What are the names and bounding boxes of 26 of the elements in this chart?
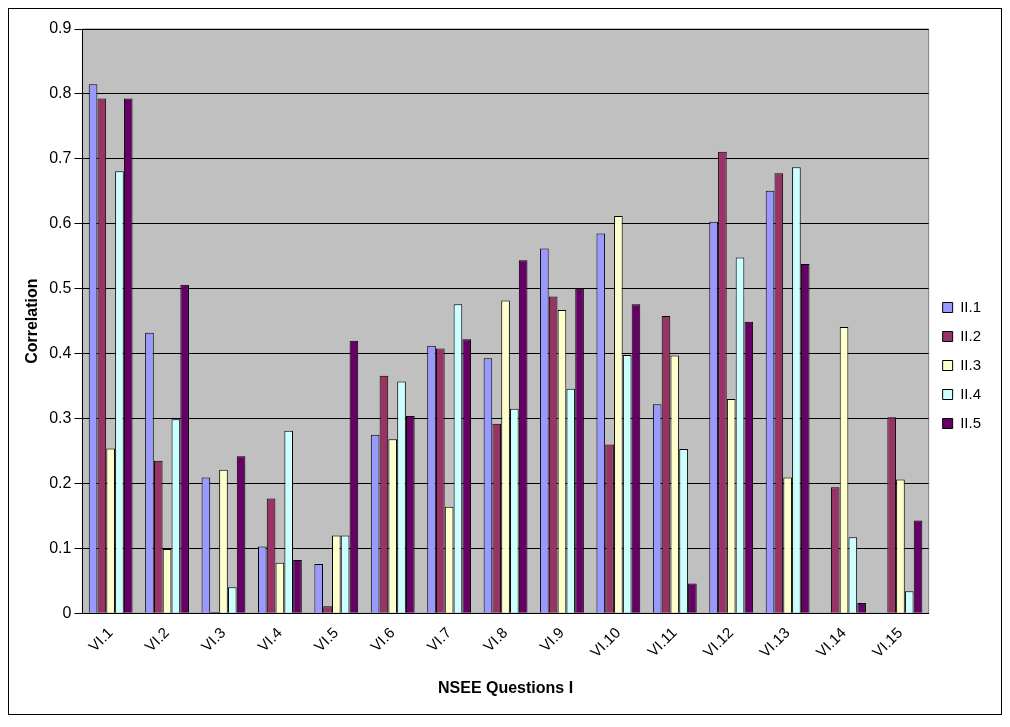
legend-label: II.2: [960, 326, 982, 344]
y-tick-label: 0.3: [49, 408, 72, 426]
x-tick-label: VI.7: [423, 623, 455, 655]
legend-label: II.3: [960, 355, 982, 373]
y-tick-label: 0.1: [49, 538, 72, 556]
x-tick-label: VI.8: [479, 623, 511, 655]
y-tick-label: 0.7: [49, 149, 72, 167]
x-tick-label: VI.9: [536, 623, 568, 655]
y-tick-label: 0.5: [49, 279, 72, 297]
x-axis-title: NSEE Questions I: [437, 678, 574, 696]
y-tick-label: 0: [62, 603, 72, 621]
x-tick-label: VI.3: [197, 623, 229, 655]
y-tick-label: 0.9: [49, 19, 72, 37]
x-tick-label: VI.5: [310, 623, 342, 655]
y-axis-title: Correlation: [23, 278, 41, 364]
x-tick-label: VI.6: [366, 623, 398, 655]
x-tick-label: VI.1: [84, 623, 116, 655]
x-tick-label: VI.4: [254, 623, 285, 655]
y-tick-label: 0.2: [49, 473, 72, 491]
x-tick-label: VI.2: [141, 623, 173, 655]
y-tick-label: 0.6: [49, 214, 72, 232]
legend-label: II.5: [960, 413, 982, 431]
legend-label: II.1: [960, 297, 982, 315]
y-tick-label: 0.8: [49, 84, 72, 102]
y-tick-label: 0.4: [49, 344, 72, 362]
legend-label: II.4: [960, 384, 982, 402]
